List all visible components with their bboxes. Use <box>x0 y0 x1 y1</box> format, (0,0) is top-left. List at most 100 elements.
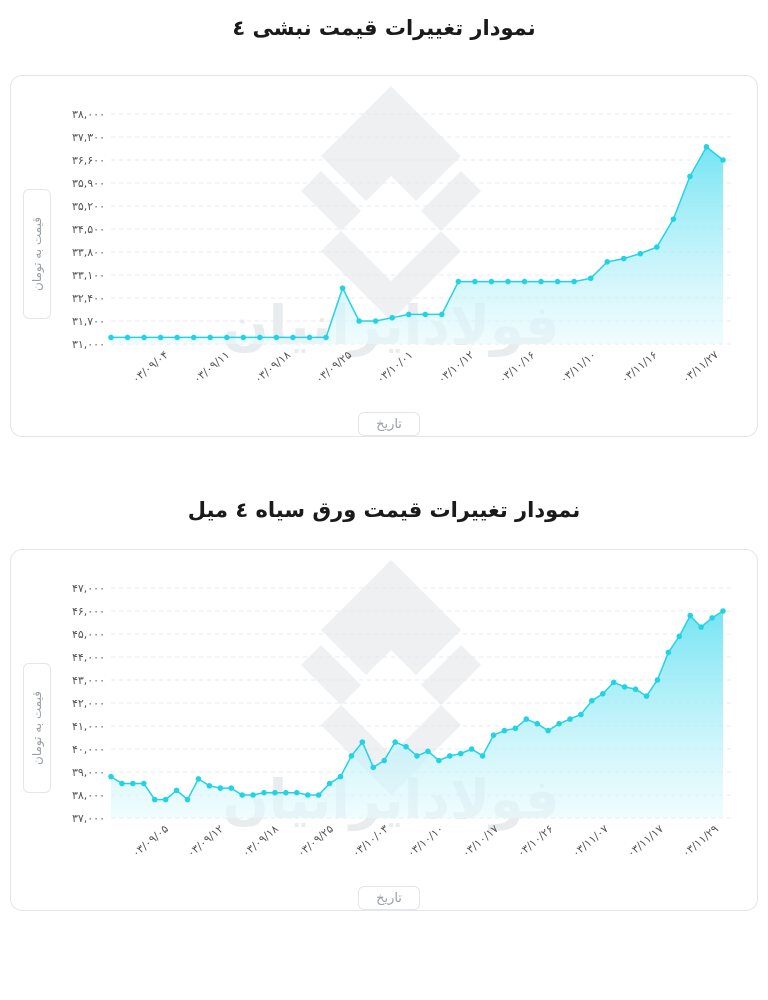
chart-1-ylabel-box: قیمت به تومان <box>23 189 51 319</box>
data-point <box>323 334 329 341</box>
data-point <box>425 748 431 755</box>
data-point <box>108 773 114 780</box>
data-point <box>643 693 650 699</box>
chart-1-title: نمودار تغییرات قیمت نبشی ٤ <box>232 16 536 40</box>
y-tick-label: ۴۰,۰۰۰ <box>72 743 105 756</box>
data-point <box>599 691 606 697</box>
y-tick-label: ۳۳,۸۰۰ <box>72 246 105 259</box>
data-point <box>403 743 409 750</box>
watermark-logo-top <box>321 86 461 201</box>
data-point <box>422 311 429 318</box>
data-point <box>720 157 726 163</box>
data-point <box>512 725 519 732</box>
data-point <box>545 727 551 734</box>
y-tick-label: ۳۹,۰۰۰ <box>72 766 105 779</box>
data-point <box>315 792 322 798</box>
data-point <box>257 334 263 341</box>
data-point <box>488 278 495 285</box>
data-point <box>554 278 561 285</box>
data-point <box>223 334 230 341</box>
data-point <box>119 780 125 787</box>
y-tick-label: ۳۱,۷۰۰ <box>72 315 105 328</box>
data-point <box>556 720 562 727</box>
data-point <box>676 633 683 640</box>
data-point <box>337 773 344 780</box>
data-point <box>414 753 420 759</box>
data-point <box>392 739 398 745</box>
data-point <box>141 334 147 341</box>
data-point <box>479 753 486 759</box>
y-tick-label: ۳۶,۶۰۰ <box>72 154 105 167</box>
data-point <box>446 753 453 759</box>
data-point <box>472 278 478 285</box>
watermark-logo-top <box>321 560 461 675</box>
x-tick-label: ۰۳/۰۹/۰۵ <box>130 822 171 860</box>
data-point <box>637 250 644 257</box>
y-tick-label: ۴۶,۰۰۰ <box>72 605 105 618</box>
data-point <box>523 716 530 722</box>
data-point <box>157 334 164 341</box>
data-point <box>620 255 627 262</box>
x-tick-label: ۰۳/۰۹/۱۲ <box>185 822 226 860</box>
chart-2-plot: فولادایرانیان۳۷,۰۰۰۳۸,۰۰۰۳۹,۰۰۰۴۰,۰۰۰۴۱,… <box>72 560 733 860</box>
data-point <box>130 780 136 787</box>
data-point <box>654 677 661 683</box>
data-point <box>501 727 508 734</box>
data-point <box>173 787 180 794</box>
data-point <box>587 275 594 282</box>
chart-1-ylabel: قیمت به تومان <box>30 217 45 291</box>
x-tick-label: ۰۳/۱۱/۲۷ <box>680 348 721 386</box>
data-point <box>207 334 214 341</box>
data-point <box>457 750 464 757</box>
data-point <box>632 686 639 692</box>
data-point <box>273 334 280 341</box>
data-point <box>405 311 412 318</box>
x-tick-label: ۰۳/۱۱/۰۷ <box>570 822 611 860</box>
y-tick-label: ۴۵,۰۰۰ <box>72 628 105 641</box>
data-point <box>439 311 445 318</box>
watermark-logo-bottom <box>301 171 481 321</box>
data-point <box>356 318 362 324</box>
data-point <box>389 314 395 321</box>
data-point <box>455 278 462 285</box>
x-tick-label: ۰۳/۰۹/۱۱ <box>191 348 232 386</box>
data-point <box>720 608 726 614</box>
data-point <box>240 334 247 341</box>
data-point <box>124 334 131 341</box>
y-tick-label: ۳۸,۰۰۰ <box>72 108 105 121</box>
data-point <box>228 785 235 791</box>
watermark-logo <box>301 560 481 795</box>
data-point <box>283 789 289 796</box>
data-point <box>670 216 677 222</box>
data-point <box>567 716 573 722</box>
data-point <box>578 711 584 718</box>
data-point <box>190 334 197 341</box>
series-area <box>111 611 723 818</box>
data-point <box>589 697 595 704</box>
data-point <box>571 278 577 285</box>
data-point <box>468 746 475 752</box>
x-tick-label: ۰۳/۱۱/۱۷ <box>625 822 666 860</box>
chart-1-xlabel: تاریخ <box>358 412 420 436</box>
chart-1-card: فولادایرانیان۳۱,۰۰۰۳۱,۷۰۰۳۲,۴۰۰۳۳,۱۰۰۳۳,… <box>10 75 758 437</box>
x-tick-label: ۰۳/۱۱/۱۶ <box>619 348 660 386</box>
data-point <box>293 789 300 796</box>
data-point <box>521 278 528 285</box>
data-point <box>534 720 541 727</box>
watermark-logo <box>301 86 481 321</box>
series-area <box>111 146 723 344</box>
y-tick-label: ۳۵,۲۰۰ <box>72 200 105 213</box>
y-tick-label: ۳۳,۱۰۰ <box>72 269 105 282</box>
data-point <box>621 684 628 690</box>
data-point <box>610 679 617 686</box>
x-tick-label: ۰۳/۱۱/۲۹ <box>680 822 721 860</box>
data-point <box>239 792 245 798</box>
y-tick-label: ۳۷,۰۰۰ <box>72 812 105 825</box>
data-point <box>538 278 544 285</box>
data-point <box>687 173 693 180</box>
y-tick-label: ۴۷,۰۰۰ <box>72 582 105 595</box>
y-tick-label: ۴۳,۰۰۰ <box>72 674 105 687</box>
data-point <box>339 285 346 291</box>
x-tick-label: ۰۳/۱۱/۱۰ <box>558 348 599 386</box>
data-point <box>381 757 388 764</box>
